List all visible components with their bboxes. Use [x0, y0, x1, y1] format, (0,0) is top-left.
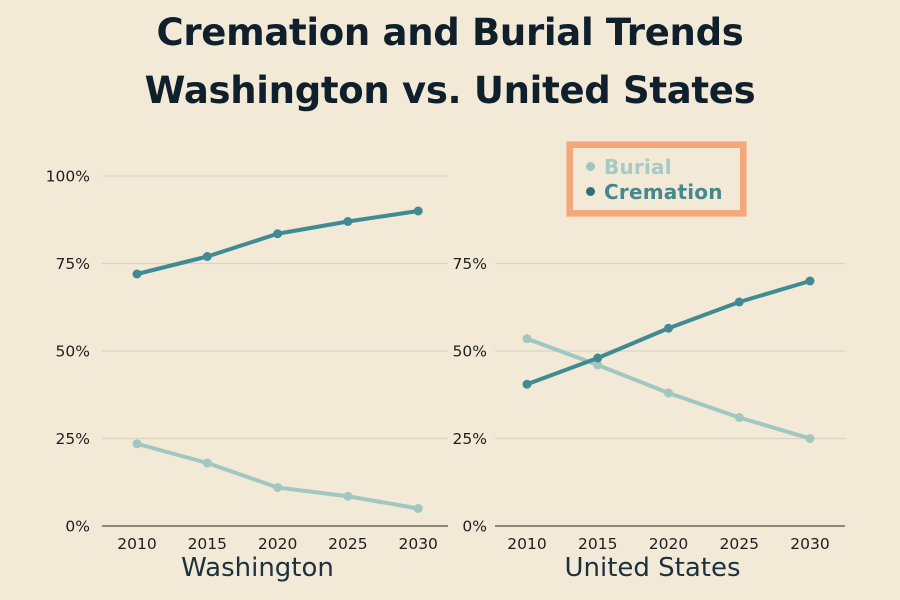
y-tick-label: 25% — [56, 430, 90, 448]
x-tick-label: 2010 — [117, 535, 156, 553]
y-tick-label: 100% — [46, 168, 90, 186]
x-tick-label: 2020 — [258, 535, 297, 553]
page-title-line2: Washington vs. United States — [144, 69, 756, 112]
data-point-cremation — [202, 252, 212, 261]
y-tick-label: 0% — [65, 518, 90, 536]
page-title: Cremation and Burial Trends Washington v… — [0, 4, 900, 120]
data-point-burial — [413, 504, 423, 513]
data-point-burial — [202, 458, 212, 468]
burial-bullet-icon — [586, 162, 595, 171]
data-point-cremation — [734, 297, 744, 307]
y-tick-label: 25% — [453, 430, 487, 448]
data-point-burial — [734, 413, 744, 422]
y-tick-label: 50% — [453, 343, 487, 361]
x-tick-label: 2030 — [790, 535, 829, 553]
washington-axis-title: Washington — [181, 553, 334, 583]
y-tick-label: 0% — [462, 518, 487, 536]
y-tick-label: 50% — [56, 343, 90, 361]
data-point-burial — [522, 334, 532, 344]
legend-box: Burial Cremation — [566, 141, 747, 217]
legend-label-burial: Burial — [604, 154, 672, 179]
data-point-cremation — [805, 276, 815, 286]
legend-label-cremation: Cremation — [604, 179, 723, 204]
legend-item-burial: Burial — [586, 155, 740, 179]
data-point-cremation — [343, 217, 353, 226]
x-tick-label: 2015 — [578, 535, 617, 553]
data-point-cremation — [522, 379, 532, 389]
x-tick-label: 2010 — [507, 535, 546, 553]
x-tick-label: 2030 — [398, 535, 437, 553]
data-point-burial — [805, 434, 815, 443]
data-point-cremation — [273, 229, 283, 239]
cremation-bullet-icon — [586, 187, 595, 196]
data-point-cremation — [664, 323, 673, 333]
y-tick-label: 75% — [56, 255, 90, 273]
y-tick-label: 75% — [453, 255, 487, 273]
united-states-axis-title: United States — [564, 553, 741, 583]
series-line-cremation — [135, 209, 421, 276]
legend-item-cremation: Cremation — [586, 180, 740, 204]
data-point-burial — [664, 388, 673, 398]
x-tick-label: 2025 — [720, 535, 759, 553]
data-point-burial — [273, 483, 283, 492]
data-point-cremation — [593, 353, 603, 363]
data-point-burial — [343, 491, 353, 501]
data-point-cremation — [132, 269, 142, 279]
x-tick-label: 2015 — [188, 535, 227, 553]
series-line-burial — [135, 441, 421, 511]
x-tick-label: 2025 — [328, 535, 367, 553]
data-point-cremation — [413, 206, 423, 216]
data-point-burial — [593, 360, 603, 370]
x-tick-label: 2020 — [649, 535, 688, 553]
page-title-line1: Cremation and Burial Trends — [156, 11, 744, 54]
data-point-burial — [132, 439, 142, 449]
